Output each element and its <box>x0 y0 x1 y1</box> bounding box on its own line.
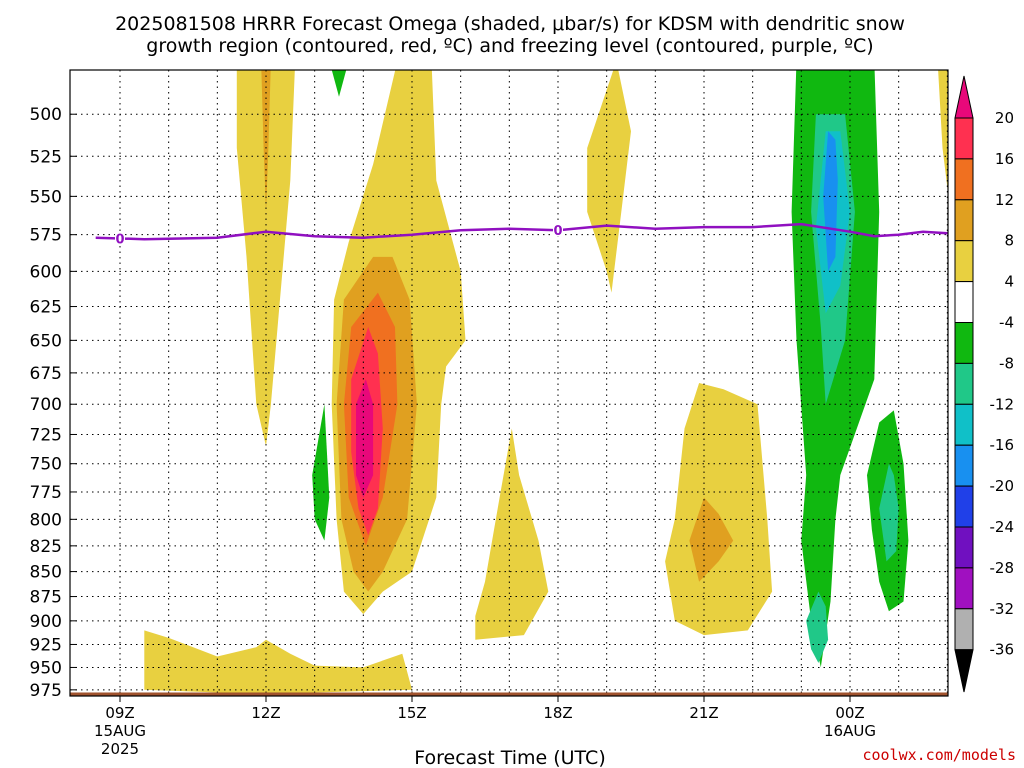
colorbar-label: -4 <box>999 314 1014 332</box>
freezing-label-bg <box>115 231 125 245</box>
y-tick-label: 875 <box>30 588 62 608</box>
omega-region-downward-16-trough <box>823 131 838 272</box>
y-tick-label: 775 <box>30 483 62 503</box>
omega-region-upward-4-right-edge <box>938 70 948 193</box>
y-tick-label: 825 <box>30 537 62 557</box>
x-tick-label: 00Z <box>835 704 864 722</box>
colorbar-swatch <box>954 526 974 569</box>
x-tick-year-label: 2025 <box>101 740 139 758</box>
colorbar-label: -36 <box>990 641 1015 659</box>
x-tick-label: 15Z <box>397 704 426 722</box>
y-tick-label: 500 <box>30 105 62 125</box>
colorbar-label: 12 <box>995 191 1014 209</box>
omega-region-upward-4-streak-19z <box>587 70 631 293</box>
chart-title-line2: growth region (contoured, red, ºC) and f… <box>146 35 873 57</box>
colorbar-swatch <box>954 240 974 283</box>
plot-area: 00 <box>69 69 949 697</box>
y-tick-label: 575 <box>30 226 62 246</box>
colorbar-swatch <box>954 117 974 160</box>
colorbar-label: 20 <box>995 109 1014 127</box>
colorbar-swatch <box>954 199 974 242</box>
colorbar-top-arrow <box>954 75 974 119</box>
y-tick-label: 850 <box>30 563 62 583</box>
omega-region-downward-8-cell-25z <box>879 463 899 562</box>
y-tick-label: 900 <box>30 612 62 632</box>
y-tick-label: 650 <box>30 331 62 351</box>
y-tick-label: 925 <box>30 635 62 655</box>
colorbar-swatch <box>954 158 974 201</box>
omega-shading <box>144 70 948 693</box>
freezing-level-label: 0 <box>553 224 562 239</box>
omega-region-downward-4-top-13z <box>331 70 347 97</box>
y-tick-label: 800 <box>30 510 62 530</box>
colorbar-swatch <box>954 444 974 487</box>
x-tick-date-label: 16AUG <box>824 722 876 740</box>
colorbar-swatch <box>954 403 974 446</box>
freezing-level-line <box>95 222 948 241</box>
ground-strip <box>70 692 948 696</box>
color-scale-legend: 20 16 12 8 4 -4 -8 -12 -16 -20 -24 -28 -32 -36 <box>954 75 1015 693</box>
colorbar-label: -12 <box>990 395 1015 413</box>
y-tick-label: 600 <box>30 262 62 282</box>
colorbar-label: -8 <box>999 354 1014 372</box>
colorbar-label: -32 <box>990 600 1015 618</box>
x-tick-label: 09Z <box>105 704 134 722</box>
plot-frame <box>69 69 949 697</box>
colorbar-label: 4 <box>1004 273 1014 291</box>
colorbar-label: 8 <box>1004 232 1014 250</box>
omega-region-downward-4-spot-13z <box>312 404 330 541</box>
omega-region-downward-8-lower-trough <box>806 591 829 663</box>
colorbar-swatch <box>954 567 974 610</box>
chart-title-line1: 2025081508 HRRR Forecast Omega (shaded, … <box>115 13 905 35</box>
y-tick-label: 525 <box>30 147 62 167</box>
y-tick-label: 950 <box>30 658 62 678</box>
y-tick-label: 550 <box>30 187 62 207</box>
x-axis-label: Forecast Time (UTC) <box>414 747 605 768</box>
y-tick-label: 975 <box>30 681 62 701</box>
omega-region-upward-4-blob-17z <box>475 428 549 640</box>
y-tick-label: 700 <box>30 395 62 415</box>
credit-label: coolwx.com/models <box>862 746 1016 764</box>
colorbar-swatch <box>954 322 974 364</box>
omega-region-upward-20-cell-14z <box>356 379 374 498</box>
colorbar-label: 16 <box>995 150 1014 168</box>
y-axis-tick-labels: 500 525 550 575 600 625 650 675 700 725 750 775 800 8… <box>30 105 62 701</box>
x-tick-label: 12Z <box>251 704 280 722</box>
grid-lines <box>70 70 948 696</box>
y-tick-label: 750 <box>30 455 62 475</box>
freezing-label-bg <box>553 223 564 237</box>
y-tick-label: 625 <box>30 298 62 318</box>
colorbar-swatch <box>954 485 974 528</box>
colorbar-label: -16 <box>990 436 1015 454</box>
colorbar-swatch <box>954 281 974 324</box>
freezing-level-label: 0 <box>115 232 124 247</box>
colorbar-bottom-arrow <box>954 649 974 693</box>
omega-region-upward-4-band-left <box>144 630 413 693</box>
y-tick-label: 675 <box>30 364 62 384</box>
y-tick-label: 725 <box>30 425 62 445</box>
colorbar-swatch <box>954 362 974 405</box>
omega-region-upward-8-column-12z <box>261 70 271 212</box>
colorbar-label: -24 <box>990 518 1015 536</box>
colorbar-label: -28 <box>990 559 1015 577</box>
colorbar-swatch <box>954 608 974 651</box>
x-tick-date-label: 15AUG <box>94 722 146 740</box>
omega-region-upward-8-cell-21z <box>689 497 734 582</box>
x-tick-label: 18Z <box>543 704 572 722</box>
colorbar-label: -20 <box>990 477 1015 495</box>
x-tick-label: 21Z <box>689 704 718 722</box>
